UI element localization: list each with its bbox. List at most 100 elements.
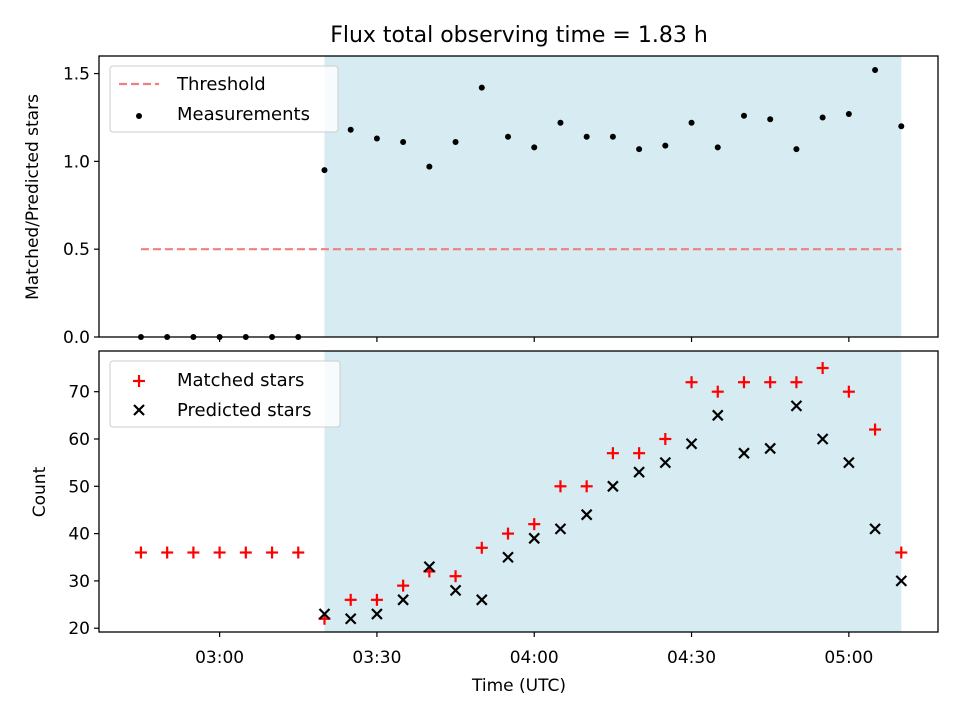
- top-y-axis-label: Matched/Predicted stars: [23, 94, 43, 300]
- measurement-point: [347, 126, 354, 133]
- measurement-point: [426, 163, 433, 170]
- matched-star-point: [475, 541, 488, 554]
- matched-star-point: [161, 546, 174, 559]
- matched-star-point: [842, 385, 855, 398]
- xtick-label: 04:00: [510, 648, 559, 668]
- predicted-star-point: [502, 551, 514, 564]
- measurement-point: [714, 144, 721, 151]
- chart-title: Flux total observing time = 1.83 h: [330, 23, 708, 48]
- top-x-ticks: [219, 337, 850, 342]
- xtick-label: 04:30: [667, 648, 716, 668]
- matched-star-point: [580, 480, 593, 493]
- measurement-point: [505, 133, 512, 140]
- matched-star-point: [292, 546, 305, 559]
- matched-star-point: [895, 546, 908, 559]
- measurement-point: [845, 110, 852, 117]
- predicted-star-point: [659, 456, 672, 469]
- measurement-point: [636, 146, 643, 153]
- matched-star-point: [816, 362, 829, 375]
- measurements-legend-swatch: [136, 113, 142, 119]
- threshold-legend-label: Threshold: [176, 74, 266, 95]
- matched-legend-swatch: [133, 375, 145, 387]
- top-panel: 0.0 0.5 1.0 1.5 Matched/Predicted stars Thr…: [23, 55, 939, 348]
- measurement-point: [400, 139, 407, 146]
- top-ytick-label: 1.5: [63, 65, 90, 85]
- bottom-y-ticks: 20 30 40 50 60 70: [68, 383, 99, 639]
- matched-star-point: [344, 593, 357, 606]
- measurement-point: [321, 167, 328, 174]
- predicted-legend-swatch: [133, 404, 145, 416]
- bottom-ytick-label: 60: [68, 430, 90, 450]
- predicted-star-point: [423, 560, 436, 573]
- predicted-star-point: [318, 608, 331, 620]
- bottom-ytick-label: 30: [68, 572, 90, 592]
- matched-star-point: [370, 593, 383, 606]
- matched-star-point: [659, 432, 672, 445]
- bottom-ytick-label: 20: [68, 619, 90, 639]
- top-ytick-label: 1.0: [63, 152, 90, 172]
- bottom-legend: Matched stars Predicted stars: [109, 360, 341, 428]
- measurement-point: [872, 67, 879, 74]
- measurement-point: [609, 133, 616, 140]
- predicted-star-point: [790, 400, 803, 412]
- bottom-y-axis-label: Count: [30, 466, 50, 517]
- bottom-axes-frame: [98, 350, 939, 633]
- matched-star-point: [711, 385, 724, 398]
- predicted-star-point: [816, 433, 829, 445]
- matched-star-point: [790, 376, 803, 389]
- predicted-star-point: [476, 594, 488, 606]
- measurements-legend-label: Measurements: [177, 104, 310, 125]
- predicted-star-point: [397, 594, 409, 606]
- predicted-star-point: [580, 508, 593, 521]
- predicted-star-point: [738, 447, 750, 459]
- matched-star-point: [266, 546, 279, 559]
- bottom-x-ticks: 03:00 03:30 04:00 04:30 05:00: [195, 632, 873, 668]
- top-plot-area: [137, 56, 905, 340]
- matched-star-point: [633, 447, 646, 460]
- top-ytick-label: 0.0: [63, 328, 90, 348]
- matched-star-point: [397, 579, 410, 592]
- predicted-star-point: [528, 532, 541, 545]
- matched-star-point: [213, 546, 226, 559]
- measurement-point: [767, 116, 774, 123]
- predicted-star-point: [711, 409, 724, 422]
- predicted-star-point: [344, 612, 357, 625]
- predicted-star-point: [607, 480, 619, 493]
- measurement-point: [557, 119, 564, 126]
- matched-star-point: [869, 423, 882, 436]
- measurement-point: [688, 119, 695, 126]
- measurement-point: [819, 114, 826, 121]
- bottom-ytick-label: 70: [68, 383, 90, 403]
- bottom-shaded-region: [324, 351, 902, 632]
- bottom-legend-box: [109, 360, 341, 428]
- bottom-panel: 20 30 40 50 60 70 03:00 03:30 04:00 04:30 05:00 C…: [30, 350, 939, 696]
- xtick-label: 05:00: [824, 648, 873, 668]
- top-y-ticks: 0.0 0.5 1.0 1.5: [63, 65, 99, 348]
- matched-star-point: [187, 546, 200, 559]
- top-shaded-region: [324, 56, 902, 337]
- matched-star-point: [554, 480, 567, 493]
- xtick-label: 03:30: [352, 648, 401, 668]
- predicted-star-point: [843, 456, 855, 469]
- measurement-point: [662, 142, 669, 149]
- matched-star-point: [606, 447, 619, 460]
- measurement-point: [452, 139, 459, 146]
- measurement-point: [478, 84, 485, 91]
- xtick-label: 03:00: [195, 648, 244, 668]
- predicted-star-point: [371, 608, 383, 620]
- predicted-star-point: [685, 437, 698, 450]
- matched-star-point: [528, 518, 541, 531]
- bottom-ytick-label: 40: [68, 525, 90, 545]
- predicted-star-point: [869, 523, 881, 535]
- measurement-point: [898, 123, 905, 130]
- top-ytick-label: 0.5: [63, 240, 90, 260]
- top-axes-frame: [98, 55, 939, 338]
- matched-star-point: [764, 376, 777, 389]
- matched-star-point: [502, 527, 515, 540]
- matched-star-point: [449, 570, 462, 583]
- measurement-point: [531, 144, 538, 151]
- predicted-star-point: [554, 523, 567, 535]
- top-legend-box: [109, 65, 339, 133]
- measurement-point: [793, 146, 800, 153]
